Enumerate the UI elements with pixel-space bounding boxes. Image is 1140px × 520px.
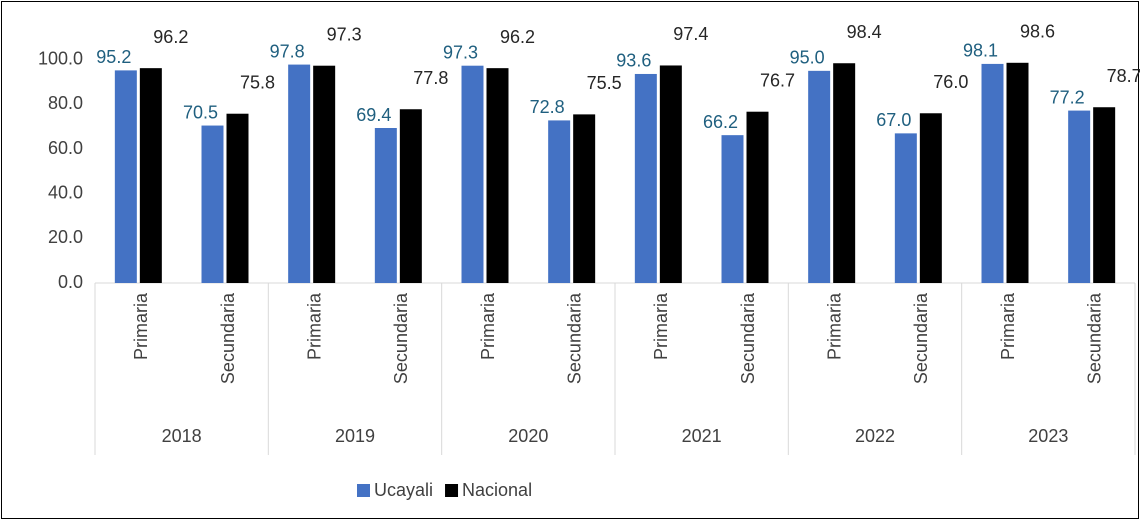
data-label: 77.8 xyxy=(413,68,448,88)
legend-label: Ucayali xyxy=(374,480,433,500)
data-label: 96.2 xyxy=(500,27,535,47)
x-tick-label: Primaria xyxy=(131,292,151,360)
x-tick-label: Secundaria xyxy=(564,292,584,384)
bar xyxy=(114,70,137,284)
bar xyxy=(288,64,311,283)
data-label: 67.0 xyxy=(876,110,911,130)
legend-swatch xyxy=(357,484,370,497)
y-tick-label: 60.0 xyxy=(48,138,83,158)
data-label: 70.5 xyxy=(183,102,218,122)
bar xyxy=(374,128,397,283)
bar xyxy=(1093,107,1116,283)
group-label: 2018 xyxy=(162,426,202,446)
bar xyxy=(833,63,856,283)
data-label: 77.2 xyxy=(1050,87,1085,107)
x-tick-label: Secundaria xyxy=(1084,292,1104,384)
data-label: 98.6 xyxy=(1020,22,1055,42)
group-label: 2023 xyxy=(1028,426,1068,446)
x-tick-label: Secundaria xyxy=(738,292,758,384)
bar xyxy=(399,109,422,283)
legend-label: Nacional xyxy=(462,480,532,500)
data-label: 97.3 xyxy=(443,42,478,62)
y-tick-label: 80.0 xyxy=(48,93,83,113)
group-label: 2019 xyxy=(335,426,375,446)
y-tick-label: 100.0 xyxy=(38,48,83,68)
bar xyxy=(139,68,162,283)
y-tick-label: 40.0 xyxy=(48,182,83,202)
data-label: 75.8 xyxy=(240,72,275,92)
bar xyxy=(548,120,571,283)
x-tick-label: Secundaria xyxy=(911,292,931,384)
data-label: 96.2 xyxy=(153,27,188,47)
x-tick-label: Primaria xyxy=(478,292,498,360)
data-label: 98.4 xyxy=(847,22,882,42)
data-label: 72.8 xyxy=(530,97,565,117)
x-tick-label: Primaria xyxy=(651,292,671,360)
x-tick-label: Primaria xyxy=(304,292,324,360)
bar xyxy=(981,63,1004,283)
data-label: 69.4 xyxy=(356,105,391,125)
data-label: 98.1 xyxy=(963,41,998,61)
y-tick-label: 0.0 xyxy=(58,272,83,292)
x-tick-label: Primaria xyxy=(824,292,844,360)
group-label: 2021 xyxy=(682,426,722,446)
data-label: 78.7 xyxy=(1107,66,1140,86)
bar xyxy=(226,113,249,283)
data-label: 97.3 xyxy=(327,24,362,44)
data-label: 97.8 xyxy=(270,41,305,61)
data-label: 66.2 xyxy=(703,112,738,132)
bar xyxy=(746,111,769,283)
data-label: 75.5 xyxy=(587,73,622,93)
bar xyxy=(573,114,596,283)
group-label: 2020 xyxy=(508,426,548,446)
data-label: 76.0 xyxy=(933,72,968,92)
bar xyxy=(634,73,657,284)
bar xyxy=(486,68,509,283)
bar xyxy=(313,65,336,284)
bar xyxy=(461,65,484,284)
data-label: 95.2 xyxy=(96,47,131,67)
bar xyxy=(894,133,917,283)
data-label: 76.7 xyxy=(760,70,795,90)
data-label: 93.6 xyxy=(616,51,651,71)
bar xyxy=(1006,62,1029,283)
x-tick-label: Secundaria xyxy=(391,292,411,384)
x-tick-label: Secundaria xyxy=(218,292,238,384)
bar xyxy=(659,65,682,284)
data-label: 97.4 xyxy=(673,24,708,44)
bar xyxy=(201,125,224,283)
y-tick-label: 20.0 xyxy=(48,227,83,247)
bar xyxy=(1068,110,1091,283)
bar xyxy=(919,113,942,284)
bar xyxy=(808,70,831,283)
x-tick-label: Primaria xyxy=(998,292,1018,360)
data-label: 95.0 xyxy=(790,48,825,68)
bar xyxy=(721,135,744,283)
legend-swatch xyxy=(445,484,459,497)
group-label: 2022 xyxy=(855,426,895,446)
